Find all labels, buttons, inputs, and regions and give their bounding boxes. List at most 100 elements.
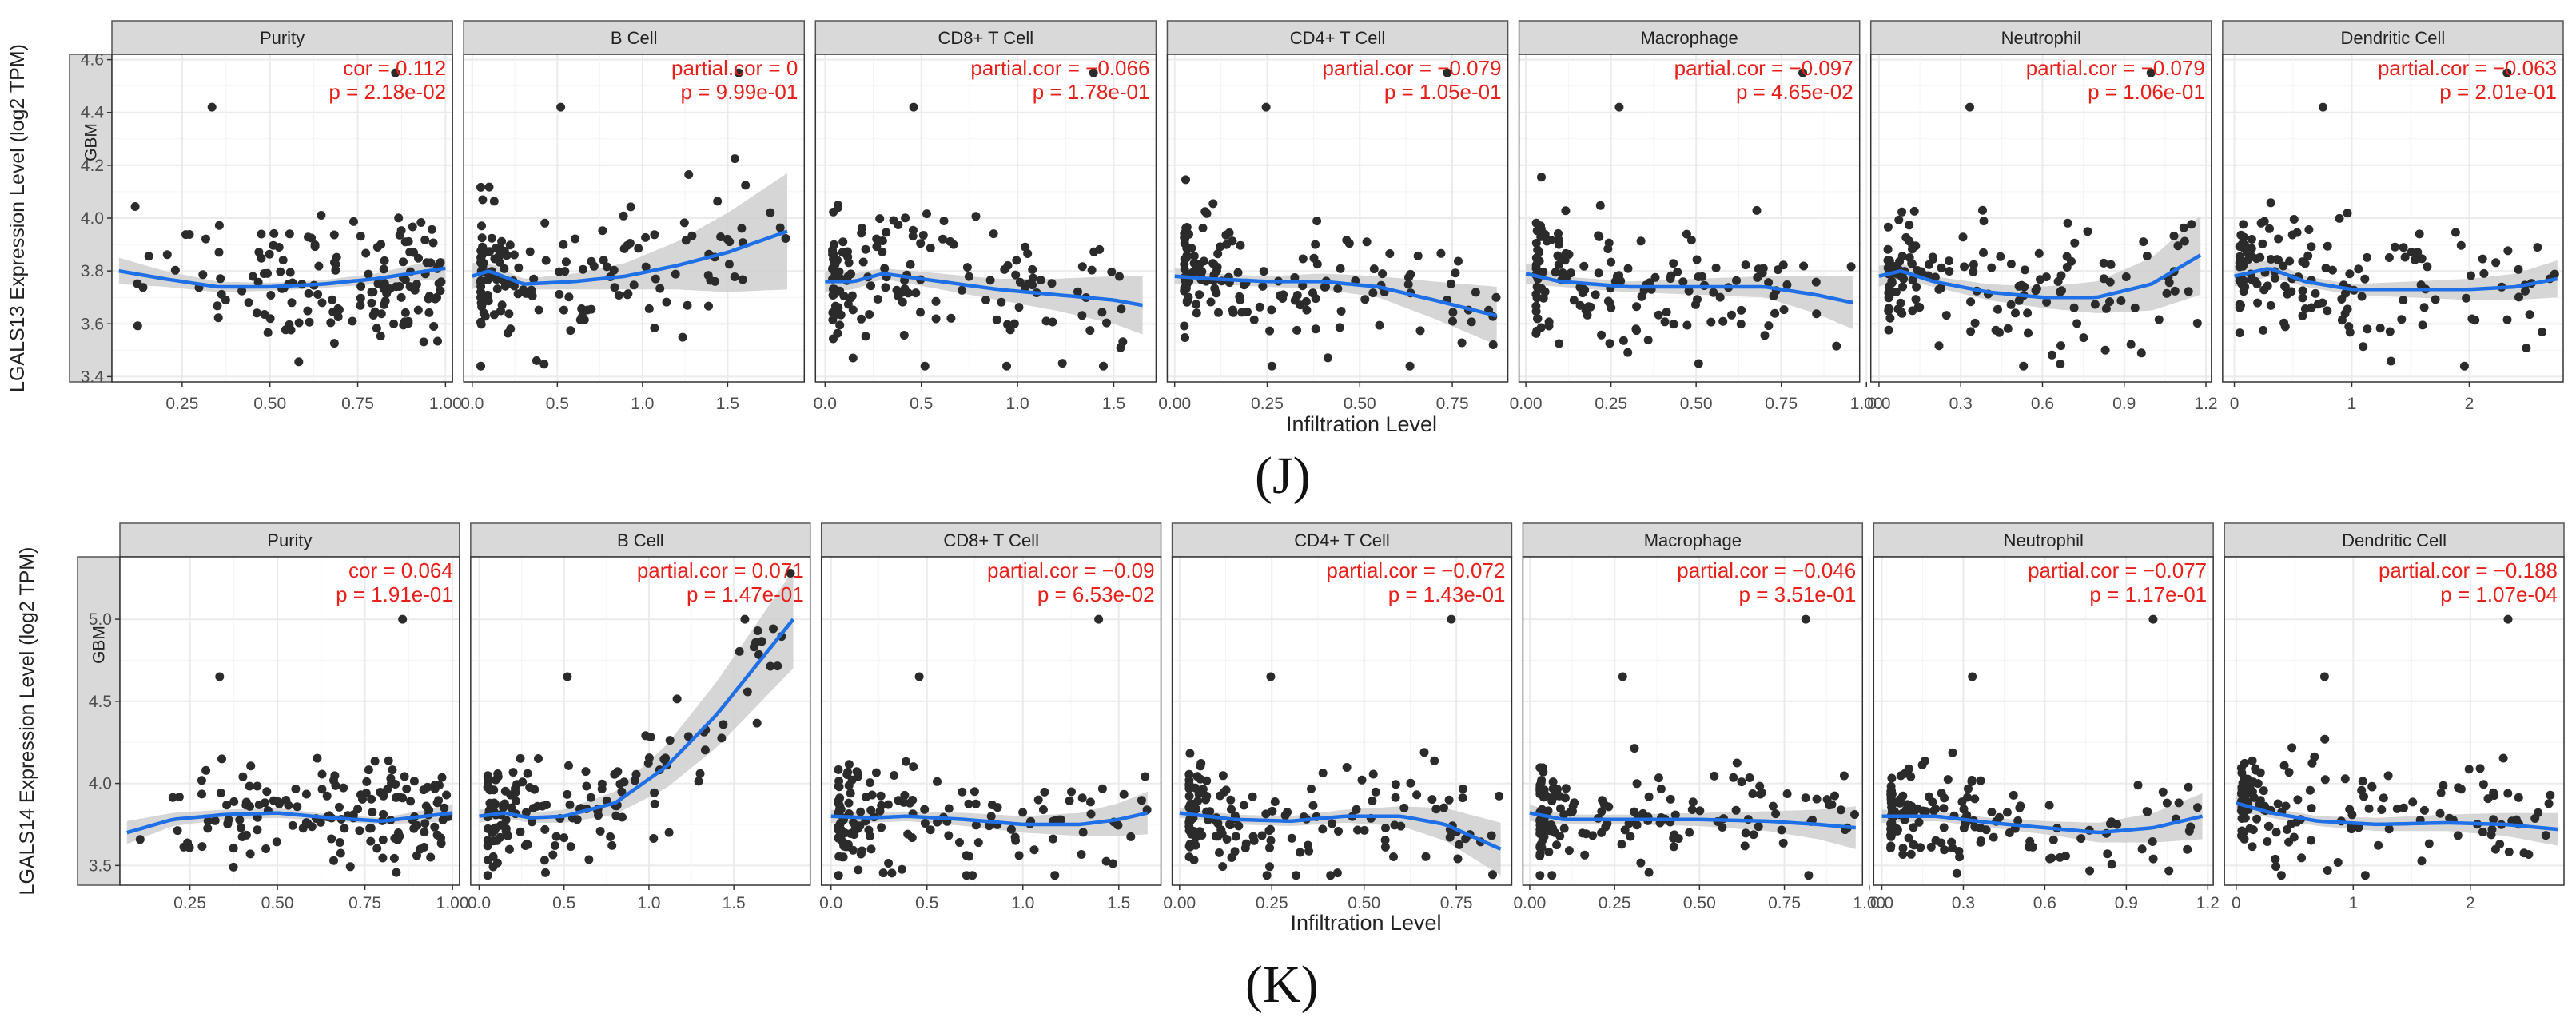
data-point [1578,828,1587,838]
data-point [1836,805,1845,815]
data-point [1323,353,1332,363]
data-point [1385,249,1395,258]
data-point [828,247,838,256]
data-point [861,332,870,341]
data-point [395,832,404,841]
data-point [700,745,710,755]
data-point [2489,788,2498,797]
x-tick-label: 0.3 [1949,395,1973,413]
data-point [847,775,857,785]
data-point [906,260,915,269]
data-point [2399,296,2408,305]
data-point [1799,261,1809,271]
data-point [2266,300,2275,310]
data-point [2357,785,2367,795]
data-point [424,308,434,317]
data-point [1198,224,1208,232]
data-point [396,292,406,302]
fit-line [479,618,795,820]
data-point [1812,794,1822,804]
data-point [1706,317,1716,327]
data-point [1239,801,1248,810]
data-point [185,230,194,239]
data-point [2546,790,2555,800]
data-point [489,836,499,846]
panel-title: CD8+ T Cell [943,530,1039,550]
data-point [1065,796,1074,805]
data-point [412,851,421,860]
data-point [2240,240,2250,250]
data-point [2320,734,2330,744]
data-point [305,317,314,327]
data-point [335,802,344,812]
data-point [724,260,734,269]
data-point [2274,256,2283,265]
data-point [1010,832,1020,842]
data-point [2363,252,2371,262]
data-point [2305,785,2315,795]
data-point [2130,303,2140,312]
data-point [483,290,492,300]
data-point [281,325,290,335]
data-point [1371,787,1380,797]
data-point [1181,281,1191,291]
data-point [2255,796,2265,805]
data-point [367,288,376,297]
panel-cd8: CD8+ T Cell 0.0 0.5 1.0 1.5 partial.cor = −0.… [819,522,1162,912]
data-point [931,296,941,306]
x-tick-label: 0.00 [1513,894,1546,912]
data-point [1419,748,1429,757]
data-point [884,859,894,868]
data-point [1926,842,1936,852]
data-point [1344,239,1354,248]
x-tick-label: 0.0 [814,395,837,413]
data-point [1279,290,1288,300]
data-point [1318,769,1328,778]
data-point [345,862,355,872]
data-point [2169,231,2179,240]
data-point [1897,252,1907,261]
data-point [741,181,751,190]
data-point [1883,222,1893,232]
data-point [1559,810,1569,820]
data-point [1548,784,1558,793]
data-point [1126,832,1136,841]
y-tick-label: 3.6 [81,315,104,333]
data-point [1778,260,1788,270]
data-point [1669,320,1678,329]
data-point [1014,303,1024,312]
data-point [611,811,621,820]
x-tick-label: 0.5 [915,894,938,912]
data-point [887,868,897,878]
data-point [2503,789,2513,798]
data-point [317,298,327,308]
x-tick-label: 0.9 [2112,395,2136,413]
data-point [766,208,775,217]
data-point [2271,862,2281,872]
data-point [854,865,863,875]
data-point [1959,805,1969,814]
data-point [2367,781,2377,791]
data-point [478,242,488,252]
data-point [237,286,247,296]
data-point [2304,225,2314,234]
data-point [356,300,365,310]
data-point [500,264,509,273]
data-point [1181,253,1191,263]
data-point [964,799,973,808]
data-point [1580,850,1590,860]
data-point [2193,803,2202,812]
data-point [939,217,949,225]
panel-mac: Macrophage 0.00 0.25 0.50 0.75 1.00 partial.co… [1510,20,1883,413]
data-point [1292,325,1302,335]
x-tick-label: 1 [2347,395,2357,413]
data-point [1005,325,1015,335]
data-point [1645,278,1654,288]
data-point [487,800,496,809]
data-point [1259,267,1268,276]
data-point [2512,815,2521,824]
data-point [2023,308,2033,318]
data-point [559,305,568,315]
data-point [2383,771,2393,781]
confidence-band [472,173,787,292]
